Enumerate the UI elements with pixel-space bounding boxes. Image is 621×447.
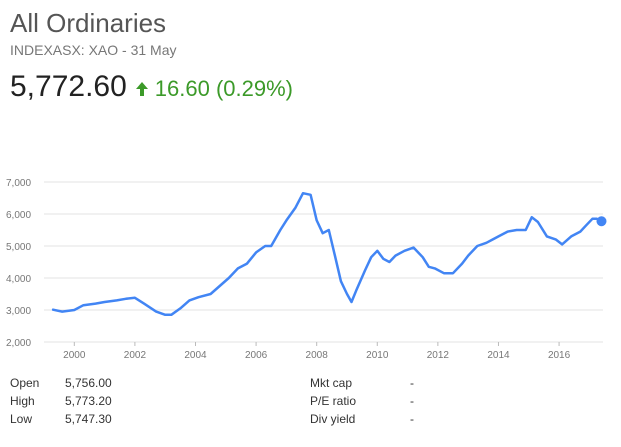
current-price: 5,772.60 xyxy=(10,70,127,103)
y-tick-label: 3,000 xyxy=(6,306,31,317)
x-tick-label: 2002 xyxy=(124,350,147,361)
stat-value-div-yield: - xyxy=(410,412,414,426)
stat-label-mkt-cap: Mkt cap xyxy=(310,376,353,390)
stat-label-low: Low xyxy=(10,412,33,426)
price-change: 16.60 (0.29%) xyxy=(135,76,293,102)
up-arrow-icon xyxy=(135,82,148,96)
y-tick-label: 5,000 xyxy=(6,242,31,253)
price-chart-svg[interactable]: 2,000 3,000 4,000 5,000 6,000 7,000 2000 2002 20… xyxy=(0,166,621,366)
x-tick-label: 2004 xyxy=(184,350,207,361)
x-tick-label: 2016 xyxy=(548,350,571,361)
stat-value-open: 5,756.00 xyxy=(65,376,112,390)
stat-label-open: Open xyxy=(10,376,40,390)
price-change-text: 16.60 (0.29%) xyxy=(154,76,293,101)
price-line xyxy=(51,191,603,317)
x-tick-label: 2010 xyxy=(366,350,389,361)
y-tick-label: 6,000 xyxy=(6,210,31,221)
y-tick-label: 7,000 xyxy=(6,178,31,189)
stat-label-div-yield: Div yield xyxy=(310,412,356,426)
stat-label-pe-ratio: P/E ratio xyxy=(310,394,357,408)
x-tick-label: 2008 xyxy=(306,350,329,361)
x-tick-label: 2000 xyxy=(63,350,86,361)
index-subtitle: INDEXASX: XAO - 31 May xyxy=(10,42,177,58)
x-tick-label: 2006 xyxy=(245,350,268,361)
stat-value-low: 5,747.30 xyxy=(65,412,112,426)
x-tick-label: 2012 xyxy=(427,350,450,361)
last-point-marker xyxy=(596,216,607,227)
stat-label-high: High xyxy=(10,394,35,408)
index-title: All Ordinaries xyxy=(10,8,167,38)
price-row: 5,772.60 16.60 (0.29%) xyxy=(10,70,293,104)
price-chart[interactable]: 2,000 3,000 4,000 5,000 6,000 7,000 2000 2002 20… xyxy=(0,166,621,366)
y-tick-label: 4,000 xyxy=(6,274,31,285)
x-tick-label: 2014 xyxy=(487,350,510,361)
stat-value-high: 5,773.20 xyxy=(65,394,112,408)
stat-value-mkt-cap: - xyxy=(410,376,414,390)
y-tick-label: 2,000 xyxy=(6,338,31,349)
stat-value-pe-ratio: - xyxy=(410,394,414,408)
